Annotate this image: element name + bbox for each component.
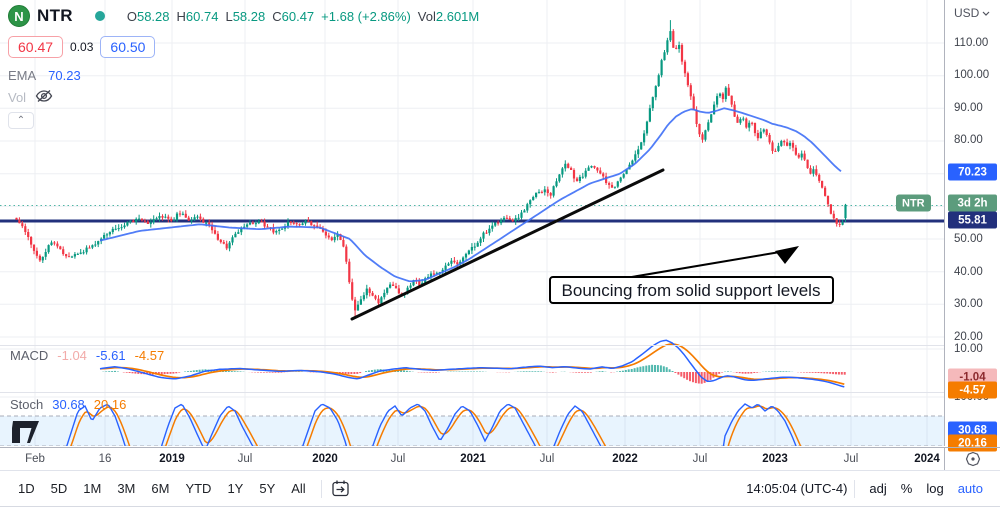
macd-signal-value: -4.57 xyxy=(134,348,165,363)
price-axis-tick: 50.00 xyxy=(954,233,983,245)
clock-readout[interactable]: 14:05:04 (UTC-4) xyxy=(746,481,848,496)
time-axis-tick: 2023 xyxy=(762,453,788,465)
ema-indicator-value: 70.23 xyxy=(48,68,81,83)
visibility-off-icon[interactable] xyxy=(35,89,53,106)
range-button-5d[interactable]: 5D xyxy=(50,481,68,496)
ask-price[interactable]: 60.50 xyxy=(100,36,156,58)
ohlc-field: O58.28 xyxy=(126,8,170,24)
chart-legend: N NTR O58.28 H60.74 L58.28 C60.47 +1.68 (+2.… xyxy=(8,4,479,129)
auto-scale-toggle[interactable]: auto xyxy=(957,481,983,496)
toolbar-right-group: 14:05:04 (UTC-4) adj % log auto xyxy=(746,477,990,500)
stoch-d-value: 20.16 xyxy=(93,397,127,412)
price-axis-tick: 10.00 xyxy=(954,343,983,355)
time-axis-tick: 16 xyxy=(98,453,112,465)
adjusted-data-toggle[interactable]: adj xyxy=(869,481,887,496)
currency-selector[interactable]: USD xyxy=(954,6,990,20)
price-axis-tick: 20.00 xyxy=(954,331,983,343)
range-button-5y[interactable]: 5Y xyxy=(259,481,276,496)
macd-hist-value: -1.04 xyxy=(57,348,87,363)
annotation-callout: Bouncing from solid support levels xyxy=(549,276,834,304)
volume-indicator-label[interactable]: Vol xyxy=(8,90,27,105)
volume-readout: Vol2.601M xyxy=(417,8,480,24)
price-axis-tick: 100.00 xyxy=(954,69,990,81)
time-axis[interactable]: Feb 16 2019 Jul 2020 Jul 2021 Jul 2022 Jul 2023 Jul… xyxy=(0,447,944,470)
price-axis-tick: 40.00 xyxy=(954,266,983,278)
range-button-1d[interactable]: 1D xyxy=(18,481,35,496)
macd-line-value: -5.61 xyxy=(95,348,126,363)
price-axis[interactable]: USD 110.00 100.00 90.00 80.00 50.00 40.00 30.0… xyxy=(944,0,1000,452)
range-button-ytd[interactable]: YTD xyxy=(185,481,212,496)
calendar-goto-icon xyxy=(332,480,349,497)
price-axis-badge: -4.57 xyxy=(948,381,997,399)
time-axis-tick: Jul xyxy=(539,453,555,465)
time-axis-tick: Jul xyxy=(692,453,708,465)
time-axis-tick: Jul xyxy=(237,453,253,465)
time-axis-tick: 2021 xyxy=(460,453,486,465)
macd-pane-legend: MACD -1.04 -5.61 -4.57 xyxy=(10,348,164,363)
symbol-ticker[interactable]: NTR xyxy=(37,6,73,25)
stoch-label[interactable]: Stoch xyxy=(10,397,44,412)
price-axis-tick: 90.00 xyxy=(954,102,983,114)
ema-indicator-label[interactable]: EMA xyxy=(8,68,37,83)
time-axis-tick: 2020 xyxy=(312,453,338,465)
range-button-1y[interactable]: 1Y xyxy=(227,481,244,496)
time-axis-tick: Feb xyxy=(25,453,45,465)
price-axis-tick: 30.00 xyxy=(954,298,983,310)
change-readout: +1.68 (+2.86%) xyxy=(321,8,411,24)
go-to-date-button[interactable] xyxy=(331,479,350,498)
price-axis-tick: 110.00 xyxy=(954,37,989,49)
ohlc-field: C60.47 xyxy=(272,8,315,24)
svg-text:Bouncing from solid support le: Bouncing from solid support levels xyxy=(562,281,821,300)
price-axis-badge: 55.81 xyxy=(948,211,997,229)
time-axis-tick: 2024 xyxy=(914,453,940,465)
chart-area[interactable]: Bouncing from solid support levels N NTR… xyxy=(0,0,944,446)
price-axis-badge: 30.68 xyxy=(948,421,997,439)
bid-ask-spread: 0.03 xyxy=(70,40,94,54)
collapse-legend-button[interactable]: ⌃ xyxy=(8,112,34,129)
log-scale-toggle[interactable]: log xyxy=(926,481,944,496)
price-axis-badge: 70.23 xyxy=(948,163,997,181)
range-button-6m[interactable]: 6M xyxy=(151,481,170,496)
range-button-1m[interactable]: 1M xyxy=(83,481,102,496)
toolbar-divider xyxy=(854,479,856,498)
date-range-buttons: 1D 5D 1M 3M 6M YTD 1Y 5Y All xyxy=(10,477,314,500)
stoch-k-value: 30.68 xyxy=(52,397,85,412)
time-axis-tick: 2019 xyxy=(159,453,185,465)
price-axis-tick: 80.00 xyxy=(954,134,983,146)
toolbar-divider xyxy=(320,479,322,498)
time-axis-tick: 2022 xyxy=(612,453,638,465)
symbol-logo-icon: N xyxy=(8,5,30,27)
tradingview-watermark-icon xyxy=(12,421,39,443)
ohlc-readout: O58.28 H60.74 L58.28 C60.47 +1.68 (+2.86%) Vo… xyxy=(127,9,479,24)
price-chart-canvas[interactable]: Bouncing from solid support levels xyxy=(0,0,944,446)
countdown-symbol-chip: NTR xyxy=(896,194,931,212)
bottom-toolbar: 1D 5D 1M 3M 6M YTD 1Y 5Y All 14:05:04 (UTC-4) ad… xyxy=(0,470,1000,507)
currency-label: USD xyxy=(954,6,980,20)
range-button-all[interactable]: All xyxy=(291,481,306,496)
axis-corner xyxy=(944,447,1000,470)
time-axis-tick: Jul xyxy=(390,453,406,465)
bid-price[interactable]: 60.47 xyxy=(8,36,64,58)
ohlc-field: H60.74 xyxy=(176,8,219,24)
macd-label[interactable]: MACD xyxy=(10,348,49,363)
ohlc-field: L58.28 xyxy=(225,8,266,24)
chevron-down-icon xyxy=(982,11,990,16)
percent-scale-toggle[interactable]: % xyxy=(900,481,913,496)
chart-settings-icon[interactable] xyxy=(965,451,981,467)
price-axis-badge: -1.04 xyxy=(948,368,997,386)
range-button-3m[interactable]: 3M xyxy=(117,481,136,496)
stoch-pane-legend: Stoch 30.68 20.16 xyxy=(10,397,126,412)
price-axis-badge: 3d 2h xyxy=(948,194,997,212)
market-status-dot-icon xyxy=(94,11,105,21)
time-axis-tick: Jul xyxy=(843,453,859,465)
